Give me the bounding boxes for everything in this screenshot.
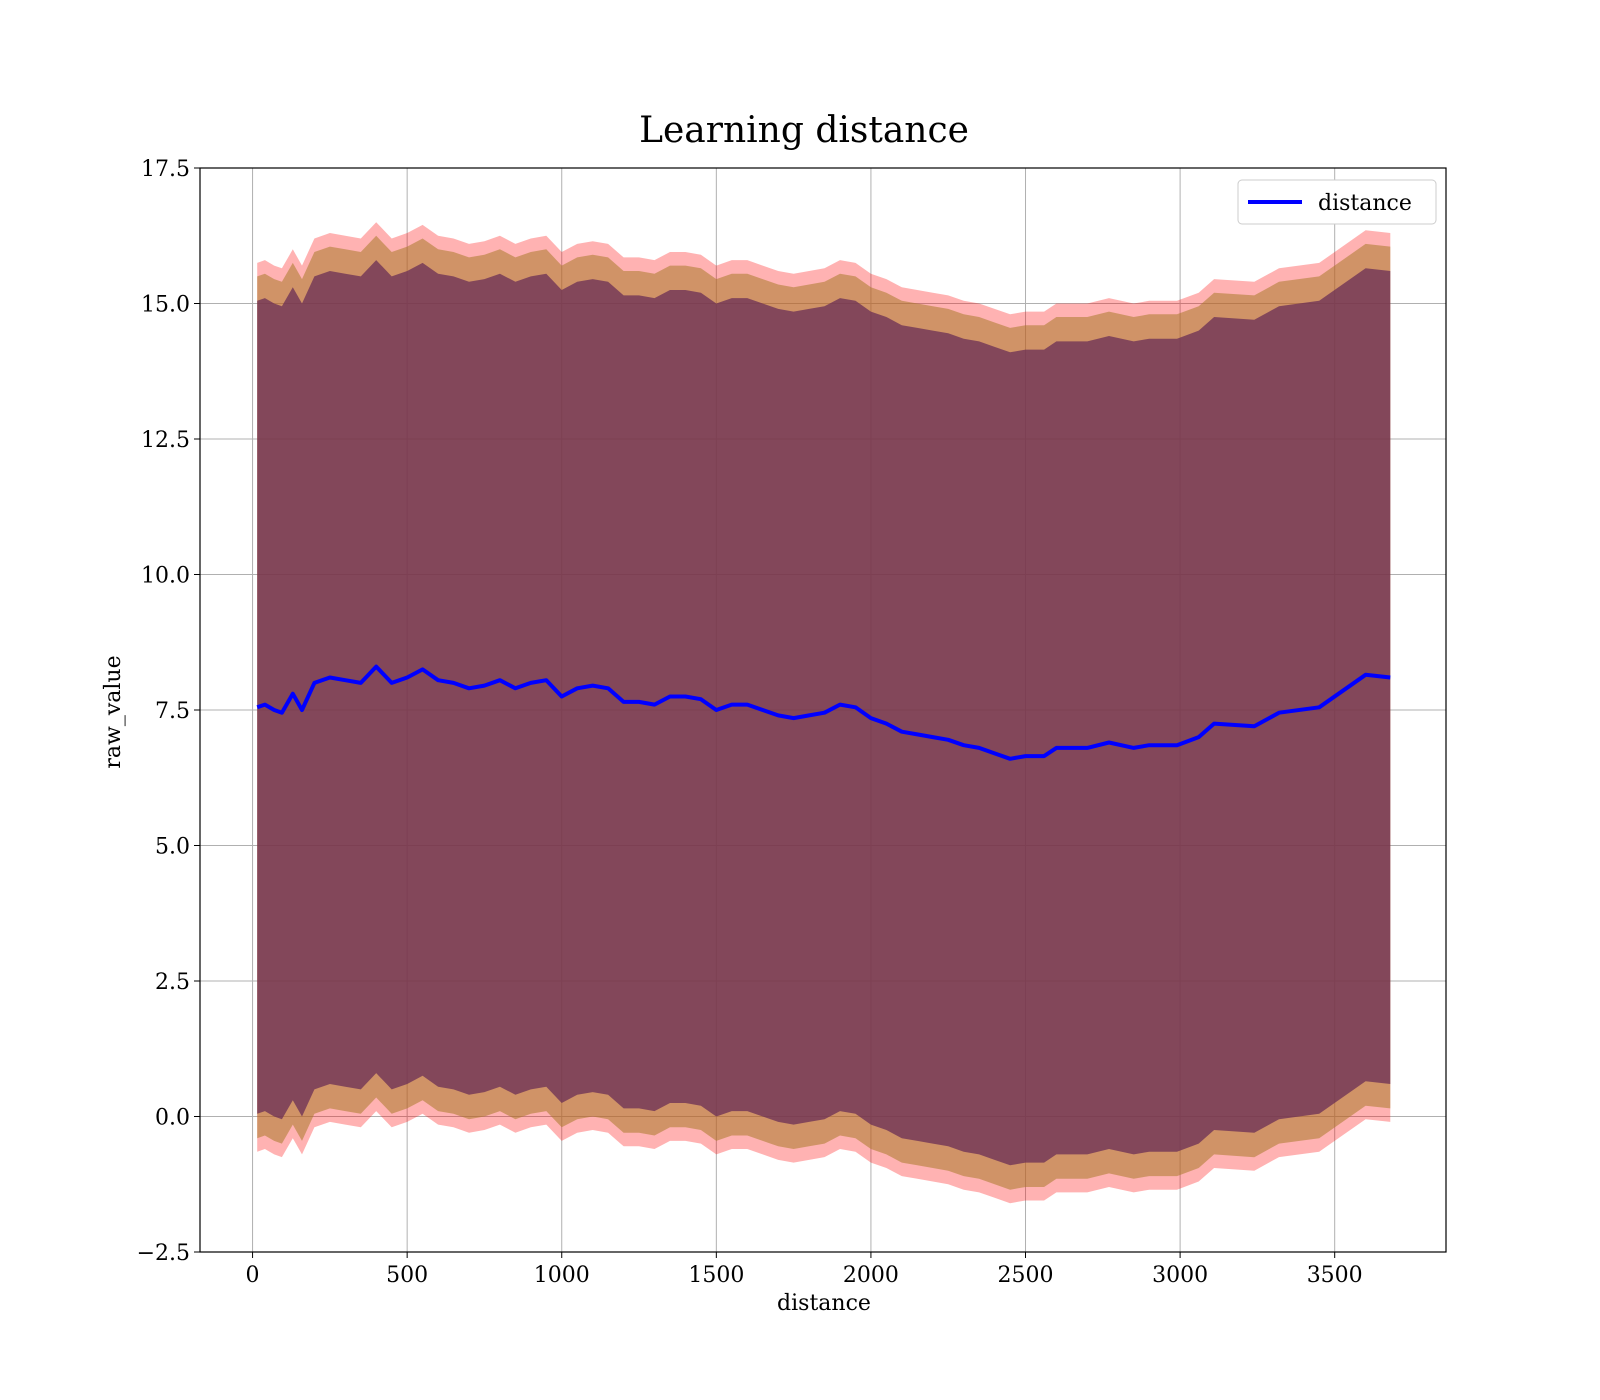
y-tick-label-7: 15.0 bbox=[141, 293, 190, 318]
legend-box bbox=[1237, 179, 1437, 225]
y-tick-label-6: 12.5 bbox=[141, 428, 190, 453]
y-tick-label-2: 2.5 bbox=[155, 970, 190, 995]
x-tick-label-7: 3500 bbox=[1307, 1263, 1363, 1288]
series-line-distance bbox=[256, 664, 1391, 761]
x-tick-label-0: 0 bbox=[246, 1263, 260, 1288]
legend-label-distance: distance bbox=[1318, 191, 1412, 216]
y-tick-label-4: 7.5 bbox=[155, 699, 190, 724]
x-tick-label-4: 2000 bbox=[843, 1263, 899, 1288]
x-tick-label-3: 1500 bbox=[688, 1263, 744, 1288]
series-layer bbox=[256, 664, 1391, 761]
y-tick-label-3: 5.0 bbox=[155, 835, 190, 860]
y-tick-label-5: 10.0 bbox=[141, 564, 190, 589]
x-tick-label-6: 3000 bbox=[1152, 1263, 1208, 1288]
y-tick-label-8: 17.5 bbox=[141, 157, 190, 182]
x-tick-label-5: 2500 bbox=[998, 1263, 1054, 1288]
legend: distance bbox=[1237, 179, 1437, 225]
ticks: 0 500 1000 1500 2000 2500 3000 3500 −2.5 0.0 2.5 5.… bbox=[137, 157, 1363, 1288]
chart-title: Learning distance bbox=[639, 110, 969, 151]
y-tick-label-1: 0.0 bbox=[155, 1106, 190, 1131]
x-axis-title: distance bbox=[777, 1291, 871, 1316]
x-tick-label-1: 500 bbox=[386, 1263, 428, 1288]
y-tick-label-0: −2.5 bbox=[137, 1241, 190, 1266]
x-tick-label-2: 1000 bbox=[534, 1263, 590, 1288]
y-axis-title: raw_value bbox=[101, 655, 126, 768]
